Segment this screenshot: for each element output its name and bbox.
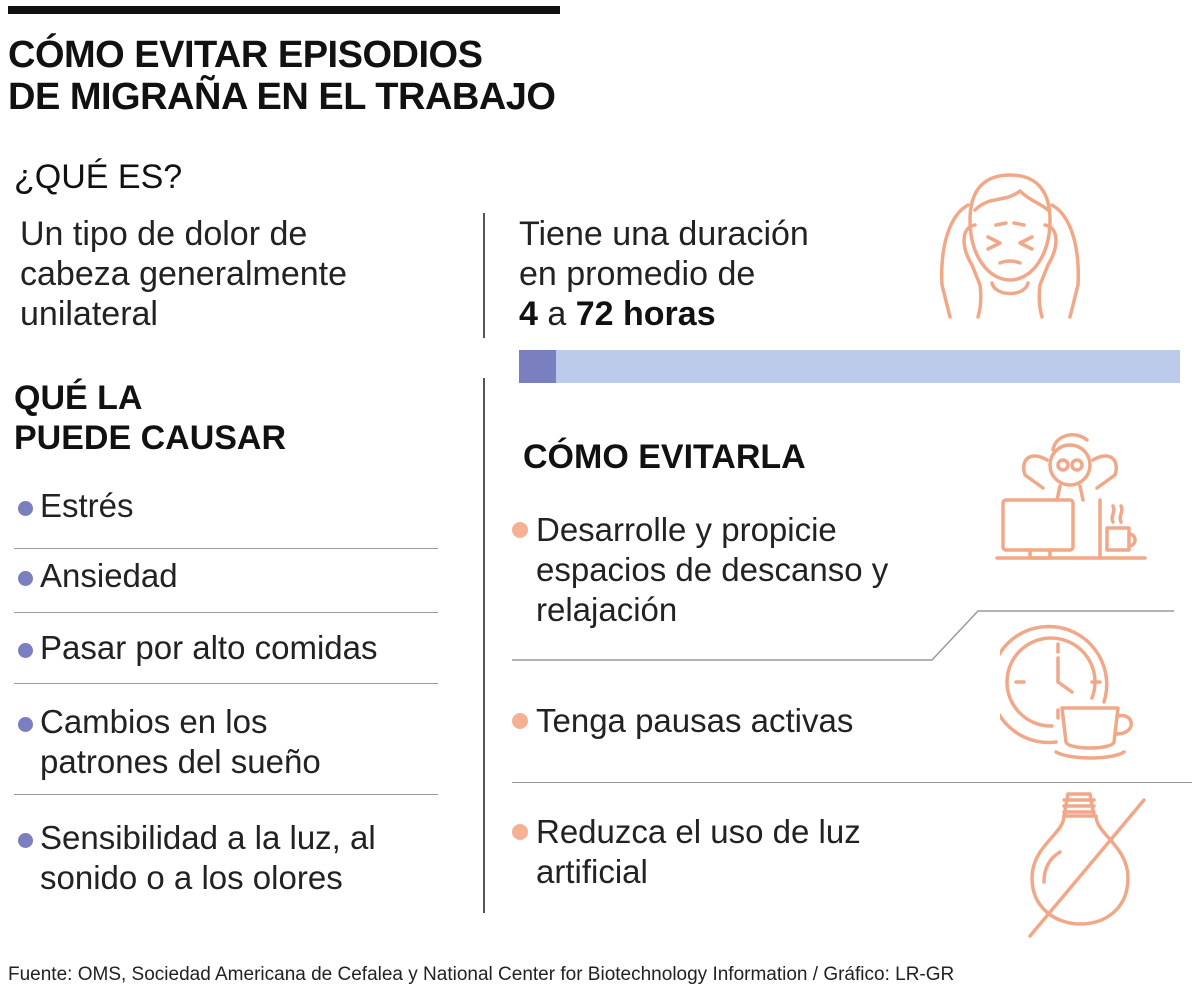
bullet-icon — [512, 824, 528, 840]
tip-item: Reduzca el uso de luz artificial — [512, 812, 956, 892]
duration-min: 4 — [519, 295, 538, 333]
tip-item: Desarrolle y propicie espacios de descan… — [512, 510, 956, 630]
list-item: Estrés — [14, 486, 438, 550]
bullet-icon — [18, 833, 33, 848]
cause-text: Sensibilidad a la luz, al — [40, 819, 376, 856]
que-es-heading: ¿QUÉ ES? — [14, 158, 183, 196]
clock-coffee-icon — [1000, 624, 1133, 760]
cause-text: Cambios en los — [40, 703, 268, 740]
causas-heading: QUÉ LA PUEDE CAUSAR — [14, 378, 286, 458]
list-item: Cambios en los patrones del sueño — [14, 692, 438, 808]
title-line-2: DE MIGRAÑA EN EL TRABAJO — [8, 76, 556, 118]
title-line-1: CÓMO EVITAR EPISODIOS — [8, 34, 483, 76]
no-lightbulb-icon — [1028, 792, 1146, 938]
definition-line: cabeza generalmente — [20, 255, 348, 293]
definition-line: unilateral — [20, 295, 158, 333]
divider — [512, 610, 1174, 661]
tip-text: Desarrolle y propicie — [536, 511, 837, 548]
definition-text: Un tipo de dolor de cabeza generalmente … — [20, 214, 460, 334]
duration-text: Tiene una duración en promedio de 4 a 72… — [519, 214, 919, 334]
cause-text: Ansiedad — [40, 557, 178, 594]
divider — [512, 782, 1192, 783]
source-note: Fuente: OMS, Sociedad Americana de Cefal… — [8, 964, 955, 985]
causas-heading-line: QUÉ LA — [14, 379, 143, 417]
column-divider — [483, 213, 485, 338]
cause-text: Estrés — [40, 487, 134, 524]
bullet-icon — [18, 643, 33, 658]
divider — [14, 794, 438, 795]
cause-text: patrones del sueño — [40, 743, 321, 780]
list-item: Pasar por alto comidas — [14, 622, 438, 692]
causas-heading-line: PUEDE CAUSAR — [14, 419, 287, 457]
tip-text: Tenga pausas activas — [536, 702, 854, 739]
tip-text: relajación — [536, 591, 678, 628]
bullet-icon — [18, 501, 33, 516]
duration-max: 72 horas — [575, 295, 716, 333]
evitar-heading: CÓMO EVITARLA — [523, 438, 806, 476]
tip-text: espacios de descanso y — [536, 551, 889, 588]
duration-connector: a — [547, 295, 567, 333]
relaxing-at-desk-icon — [995, 433, 1147, 560]
list-item: Sensibilidad a la luz, al sonido o a los … — [14, 808, 438, 898]
bullet-icon — [18, 571, 33, 586]
divider — [14, 548, 438, 549]
bullet-icon — [18, 717, 33, 732]
page-title: CÓMO EVITAR EPISODIOS DE MIGRAÑA EN EL T… — [8, 34, 556, 118]
causes-list: Estrés Ansiedad Pasar por alto comidas C… — [14, 486, 438, 898]
headache-person-icon — [940, 173, 1080, 319]
tip-text: Reduzca el uso de luz — [536, 813, 861, 850]
duration-line: en promedio de — [519, 255, 756, 293]
column-divider — [483, 378, 485, 913]
definition-line: Un tipo de dolor de — [20, 215, 308, 253]
duration-bar-track — [519, 350, 1180, 383]
top-rule — [8, 6, 560, 14]
bullet-icon — [512, 713, 528, 729]
cause-text: sonido o a los olores — [40, 859, 343, 896]
cause-text: Pasar por alto comidas — [40, 629, 378, 666]
tip-text: artificial — [536, 853, 648, 890]
duration-line: Tiene una duración — [519, 215, 809, 253]
divider — [14, 612, 438, 613]
duration-range: 4 a 72 horas — [519, 294, 919, 334]
tip-item: Tenga pausas activas — [512, 701, 956, 741]
duration-bar-fill — [519, 350, 556, 383]
list-item: Ansiedad — [14, 550, 438, 622]
divider — [14, 683, 438, 684]
bullet-icon — [512, 522, 528, 538]
